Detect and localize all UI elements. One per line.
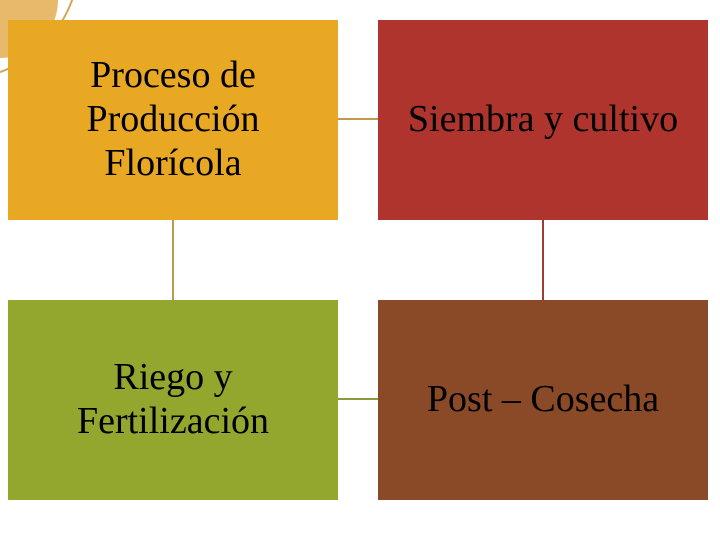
connector-left <box>172 220 174 300</box>
box-riego-fertilizacion: Riego y Fertilización <box>8 300 338 500</box>
box-siembra-cultivo: Siembra y cultivo <box>378 20 708 220</box>
connector-right <box>542 220 544 300</box>
box-label: Siembra y cultivo <box>408 98 678 142</box>
box-label: Proceso de Producción Florícola <box>18 54 328 185</box>
box-label: Post – Cosecha <box>427 378 659 422</box>
connector-top <box>338 118 378 120</box>
box-post-cosecha: Post – Cosecha <box>378 300 708 500</box>
box-proceso-produccion: Proceso de Producción Florícola <box>8 20 338 220</box>
connector-bottom <box>338 398 378 400</box>
box-label: Riego y Fertilización <box>18 356 328 443</box>
